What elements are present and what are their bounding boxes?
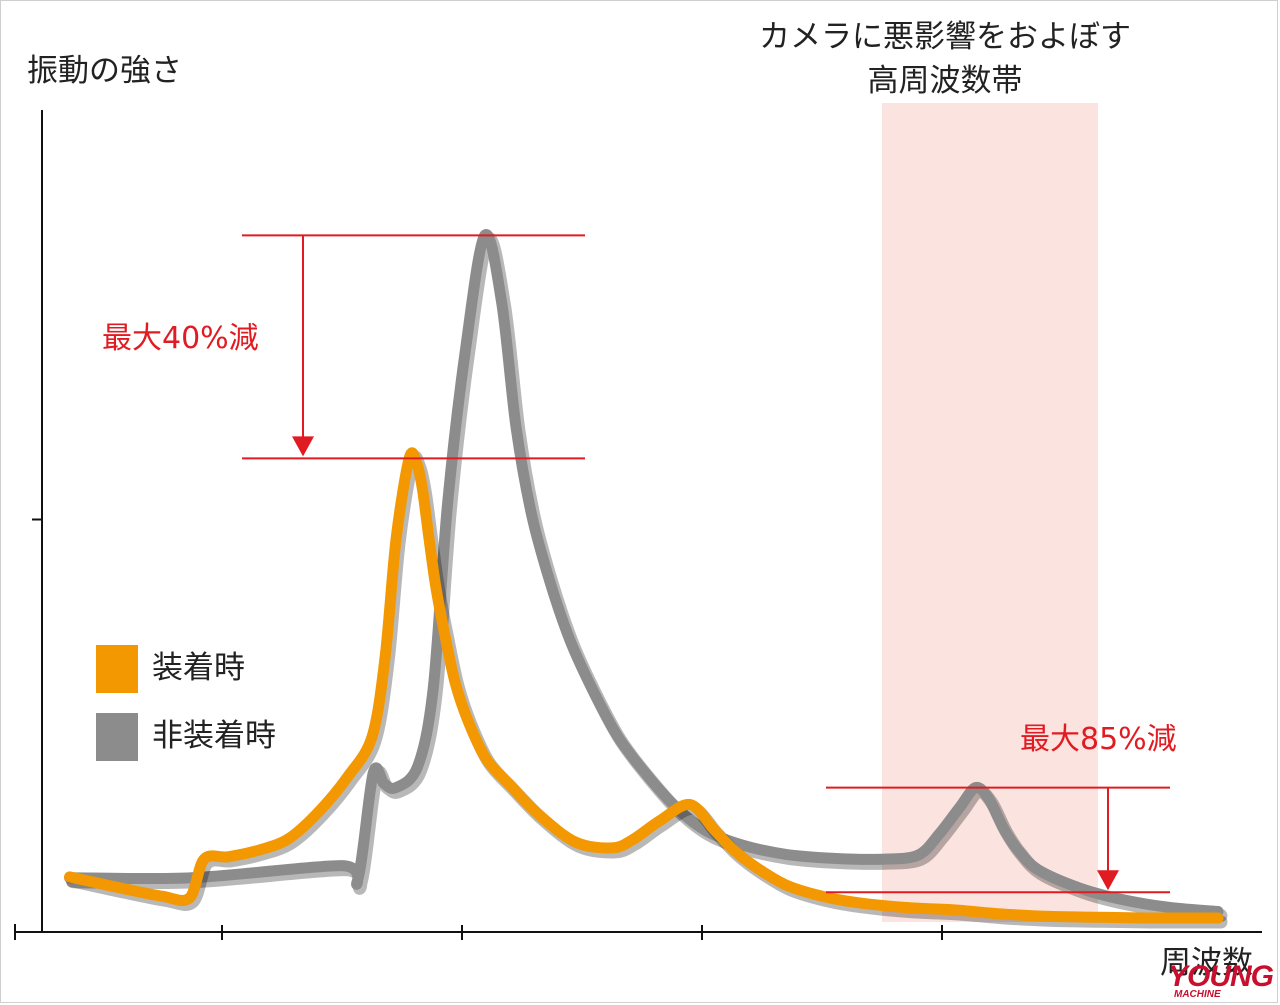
series-line-1 (64, 447, 1224, 924)
legend-swatch-worn (96, 645, 138, 693)
reduction-85-label: 最大85%減 (1020, 722, 1177, 757)
series-line-0 (64, 229, 1224, 917)
reduction-annotations (242, 234, 1170, 894)
axes (14, 110, 1262, 940)
watermark-sub-text: MACHINE (1174, 989, 1221, 1000)
legend-label-worn: 装着時 (152, 650, 245, 686)
series-layer (64, 229, 1228, 929)
band-title-line-1: カメラに悪影響をおよぼす (759, 19, 1131, 55)
arrow-40-head (292, 436, 314, 457)
band-title-line-2: 高周波数帯 (867, 63, 1023, 99)
legend-swatch-not-worn (96, 713, 138, 761)
watermark-main-text: YOUNG (1168, 960, 1274, 993)
legend-label-not-worn: 非装着時 (152, 718, 276, 754)
arrow-85-head (1097, 870, 1119, 891)
x-axis-label: 周波数 (1160, 945, 1253, 981)
high-frequency-band (882, 103, 1098, 922)
series-0 (64, 229, 1228, 922)
watermark-logo: YOUNG MACHINE (1168, 960, 1276, 1002)
series-1 (64, 447, 1228, 929)
reduction-40-label: 最大40%減 (102, 321, 259, 356)
y-axis-label: 振動の強さ (27, 53, 182, 89)
